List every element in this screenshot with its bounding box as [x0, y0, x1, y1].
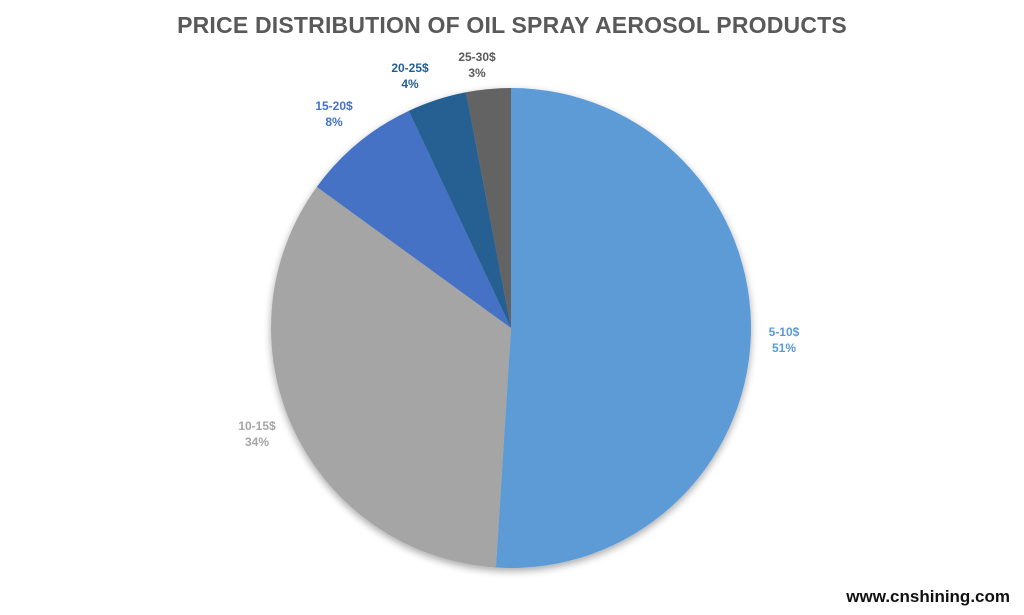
label-15-20: 15-20$ 8% — [315, 99, 353, 129]
label-5-10: 5-10$ 51% — [768, 325, 800, 355]
watermark: www.cnshining.com — [846, 587, 1010, 606]
pie-slice-20-25 — [408, 92, 511, 328]
pie-slice-15-20 — [316, 110, 511, 328]
label-25-30: 25-30$ 3% — [458, 50, 496, 80]
pie-slice-10-15 — [271, 186, 511, 568]
pie-slice-25-30 — [466, 88, 511, 328]
label-10-15: 10-15$ 34% — [238, 419, 276, 449]
chart-title: PRICE DISTRIBUTION OF OIL SPRAY AEROSOL … — [177, 12, 847, 38]
pie-slice-5-10 — [495, 88, 751, 568]
label-20-25: 20-25$ 4% — [391, 61, 429, 91]
